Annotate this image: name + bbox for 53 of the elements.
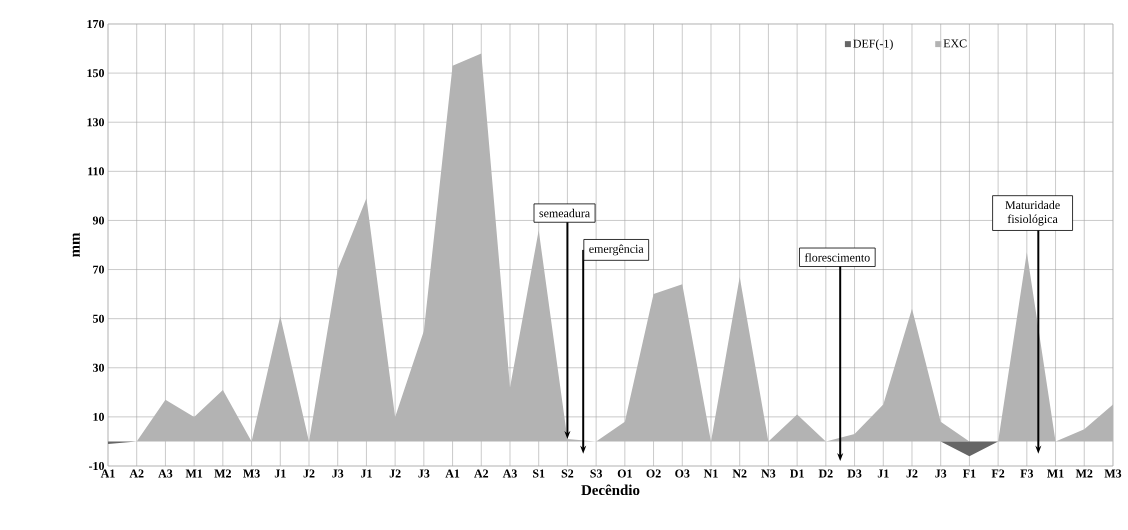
legend-label: EXC [943,39,967,48]
y-tick-label: 150 [87,69,105,78]
x-tick-label: M2 [214,469,231,478]
legend-label: DEF(-1) [853,39,893,51]
x-tick-label: M1 [185,469,203,478]
x-tick-label: F3 [1020,469,1034,478]
y-tick-label: 70 [93,265,105,274]
y-tick-label: 130 [87,118,105,127]
x-tick-label: J2 [303,469,315,478]
y-tick-label: 10 [93,412,105,421]
x-tick-label: M3 [243,469,260,478]
x-tick-label: A1 [445,469,460,478]
y-tick-label: 50 [93,314,105,323]
y-axis-title: mm [72,232,80,258]
x-tick-label: J1 [877,469,889,478]
y-tick-label: 30 [92,363,105,372]
x-tick-label: N2 [732,469,747,478]
x-axis-title: Decêndio [581,484,640,496]
x-tick-label: F2 [991,469,1005,478]
annotation: Maturidade fisiológica [1005,200,1060,226]
x-tick-label: S1 [533,469,545,478]
x-tick-label: M2 [1075,469,1093,478]
x-tick-label: N3 [761,469,776,478]
x-tick-label: J2 [389,469,401,478]
x-tick-label: J1 [360,469,372,478]
annotation: florescimento [804,253,870,262]
y-tick-label: 170 [87,19,105,29]
x-tick-label: M3 [1104,469,1122,478]
x-tick-label: J3 [418,469,430,478]
x-tick-label: N1 [703,469,718,478]
y-tick-label: 110 [88,167,105,176]
x-tick-label: A1 [100,469,115,478]
x-tick-label: J3 [935,469,947,478]
x-tick-label: A2 [474,469,489,478]
annotation: emergência [589,244,644,256]
annotation: semeadura [539,208,590,218]
x-tick-label: D3 [847,469,862,478]
x-tick-label: O2 [646,469,661,478]
x-tick-label: O3 [675,469,690,478]
x-tick-label: D2 [818,469,833,478]
x-tick-label: D1 [790,469,804,478]
x-tick-label: O1 [617,469,632,478]
x-tick-label: A2 [129,469,144,478]
x-tick-label: A3 [502,469,517,478]
x-tick-label: M1 [1047,469,1064,478]
y-tick-label: 90 [92,216,105,225]
x-tick-label: J1 [274,469,286,478]
x-tick-label: S3 [590,469,603,478]
x-tick-label: F1 [962,469,976,478]
x-tick-label: J2 [906,469,918,478]
x-tick-label: J3 [332,469,344,478]
x-tick-label: A3 [158,469,173,478]
x-tick-label: S2 [561,469,574,478]
